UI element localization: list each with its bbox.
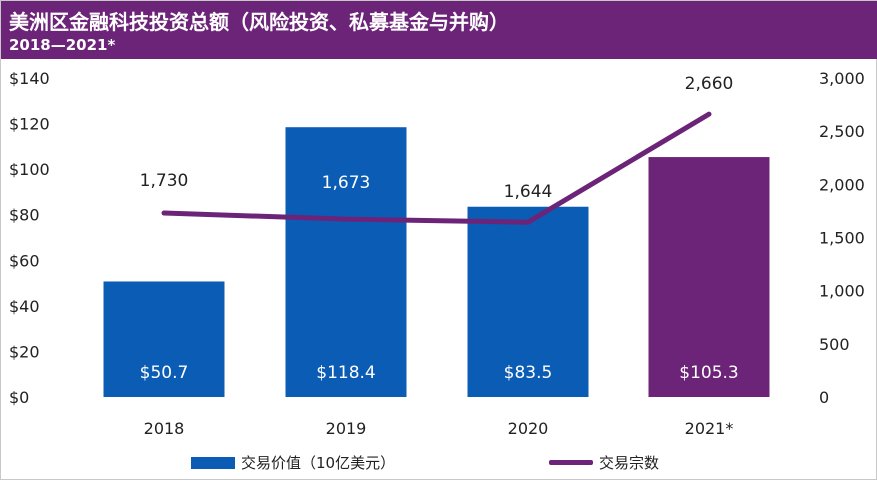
count-data-label: 2,660 [685,74,734,94]
count-data-label: 1,730 [140,171,189,191]
bar-2018 [103,281,225,397]
left-tick-label: $120 [9,115,50,134]
left-tick-label: $140 [9,69,50,88]
right-tick-label: 2,000 [819,175,865,194]
chart-header: 美洲区金融科技投资总额（风险投资、私募基金与并购） 2018—2021* [1,1,877,59]
left-tick-label: $0 [9,388,29,407]
x-tick-label: 2019 [326,419,367,438]
bar-2021 [648,157,770,397]
right-tick-label: 2,500 [819,122,865,141]
right-tick-label: 3,000 [819,69,865,88]
legend-swatch-line [549,460,593,465]
left-tick-label: $80 [9,206,40,225]
count-data-label: 1,644 [504,182,553,202]
bar-2019 [285,127,407,398]
legend-label-value: 交易价值（10亿美元） [241,454,396,472]
legend-item-value: 交易价值（10亿美元） [191,452,395,473]
legend-item-count: 交易宗数 [549,452,659,473]
bar-value-label: $83.5 [504,363,553,383]
left-tick-label: $100 [9,160,50,179]
count-point [162,211,166,215]
count-point [344,217,348,221]
left-tick-label: $20 [9,342,40,361]
x-tick-label: 2018 [144,419,185,438]
chart-title: 美洲区金融科技投资总额（风险投资、私募基金与并购） [9,10,509,34]
count-point [707,112,711,116]
x-tick-label: 2021* [685,419,734,438]
bar-value-label: $118.4 [316,363,375,383]
right-tick-label: 1,000 [819,282,865,301]
bar-value-label: $105.3 [679,363,738,383]
count-point [526,220,530,224]
right-tick-label: 1,500 [819,229,865,248]
count-data-label: 1,673 [322,173,371,193]
legend-label-count: 交易宗数 [599,454,660,472]
right-tick-label: 500 [819,335,850,354]
x-tick-label: 2020 [508,419,549,438]
chart-subtitle: 2018—2021* [9,36,116,54]
left-tick-label: $60 [9,251,40,270]
legend-swatch-bar [191,456,235,469]
left-tick-label: $40 [9,297,40,316]
right-tick-label: 0 [819,388,829,407]
count-line [161,111,712,225]
bar-2020 [467,206,589,397]
bar-value-label: $50.7 [140,363,189,383]
